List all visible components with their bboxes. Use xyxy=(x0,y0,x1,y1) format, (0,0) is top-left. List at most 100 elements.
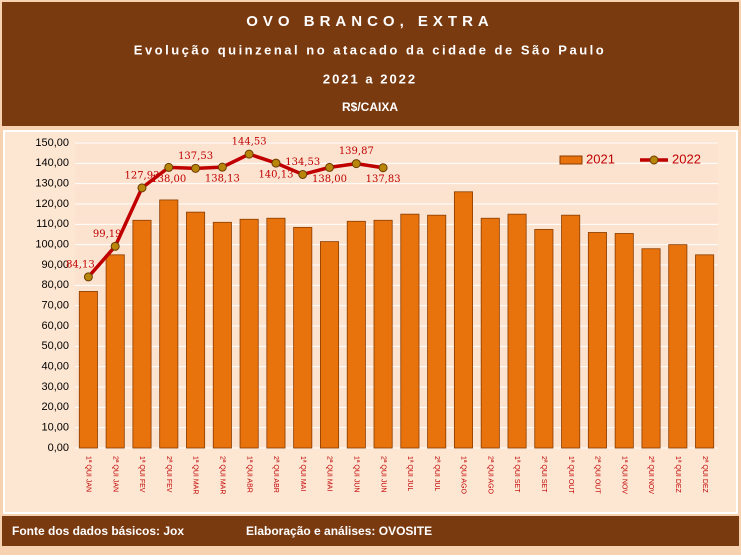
data-label: 144,53 xyxy=(232,137,267,148)
x-tick-label: 1ª QUI JUL xyxy=(406,456,413,491)
y-tick-label: 150,00 xyxy=(35,137,69,149)
y-tick-label: 100,00 xyxy=(35,239,69,251)
line-marker xyxy=(244,149,254,159)
bar xyxy=(132,219,152,449)
data-label: 140,13 xyxy=(258,170,293,181)
plot-area xyxy=(75,141,718,448)
data-label: 84,13 xyxy=(66,259,95,270)
bar xyxy=(695,254,715,449)
bar xyxy=(78,291,98,449)
bar xyxy=(293,226,313,449)
credits: Elaboração e análises: OVOSITE xyxy=(246,524,432,538)
bar xyxy=(453,191,473,449)
y-tick-label: 130,00 xyxy=(35,178,69,190)
data-label: 138,00 xyxy=(151,174,186,185)
x-tick-label: 2ª QUI NOV xyxy=(647,456,654,494)
x-tick-label: 1ª QUI FEV xyxy=(138,456,145,493)
header xyxy=(2,2,739,126)
line-marker xyxy=(164,162,174,172)
chart-subtitle: Evolução quinzenal no atacado da cidade … xyxy=(134,42,606,57)
data-label: 134,53 xyxy=(285,157,320,168)
y-tick-label: 110,00 xyxy=(36,218,69,230)
bar xyxy=(641,248,661,449)
data-label: 138,00 xyxy=(312,174,347,185)
line-marker xyxy=(83,272,93,282)
x-tick-label: 1ª QUI SET xyxy=(513,456,520,493)
x-tick-label: 2ª QUI FEV xyxy=(165,456,172,493)
period: 2021 a 2022 xyxy=(323,71,417,86)
source: Fonte dos dados básicos: Jox xyxy=(12,524,184,538)
x-tick-label: 2ª QUI JUN xyxy=(379,456,386,492)
data-label: 138,13 xyxy=(205,174,240,185)
line-marker xyxy=(298,169,308,179)
y-tick-label: 80,00 xyxy=(41,279,69,291)
x-tick-label: 2ª QUI SET xyxy=(540,456,547,493)
y-tick-label: 40,00 xyxy=(41,361,69,373)
bar xyxy=(105,254,125,449)
data-label: 127,93 xyxy=(124,170,159,181)
x-tick-label: 1ª QUI MAR xyxy=(192,456,199,494)
x-tick-label: 2ª QUI AGO xyxy=(486,456,493,495)
x-tick-label: 2ª QUI MAI xyxy=(326,456,333,491)
line xyxy=(87,152,384,279)
bar xyxy=(373,219,393,449)
legend-marker xyxy=(649,155,659,165)
y-tick-label: 50,00 xyxy=(41,340,69,352)
y-tick-label: 140,00 xyxy=(35,157,69,169)
line-marker xyxy=(110,241,120,251)
bar xyxy=(159,199,179,449)
y-tick-label: 30,00 xyxy=(41,381,69,393)
bar xyxy=(186,211,206,449)
x-tick-label: 1ª QUI MAI xyxy=(299,456,306,491)
line-marker xyxy=(137,183,147,193)
x-tick-label: 2ª QUI MAR xyxy=(219,456,226,494)
bar xyxy=(534,229,554,449)
data-label: 137,53 xyxy=(178,151,213,162)
x-tick-label: 2ª QUI ABR xyxy=(272,456,279,493)
bar xyxy=(212,221,232,449)
bar xyxy=(427,214,447,449)
x-tick-label: 2ª QUI JAN xyxy=(111,456,118,492)
x-tick-label: 1ª QUI ABR xyxy=(245,456,252,493)
bar xyxy=(346,220,366,449)
x-tick-label: 1ª QUI OUT xyxy=(567,456,574,494)
x-tick-label: 2ª QUI OUT xyxy=(594,456,601,494)
bar xyxy=(668,244,688,449)
bar xyxy=(266,217,286,449)
x-tick-label: 2ª QUI JUL xyxy=(433,456,440,491)
data-label: 137,83 xyxy=(366,174,401,185)
y-tick-label: 10,00 xyxy=(41,422,69,434)
bar xyxy=(239,218,259,449)
line-marker xyxy=(351,159,361,169)
line-marker xyxy=(378,163,388,173)
y-tick-label: 120,00 xyxy=(35,198,69,210)
y-tick-label: 60,00 xyxy=(41,320,69,332)
bar xyxy=(320,241,340,449)
bar xyxy=(561,214,581,449)
x-tick-label: 2ª QUI DEZ xyxy=(701,456,708,494)
x-tick-label: 1ª QUI JUN xyxy=(352,456,359,492)
line-marker xyxy=(191,163,201,173)
y-tick-label: 0,00 xyxy=(48,442,69,454)
y-tick-label: 90,00 xyxy=(41,259,69,271)
bar xyxy=(400,213,420,449)
y-tick-label: 70,00 xyxy=(41,300,69,312)
y-tick-label: 20,00 xyxy=(41,401,69,413)
x-tick-label: 1ª QUI NOV xyxy=(620,456,627,494)
chart-title: OVO BRANCO, EXTRA xyxy=(246,13,494,30)
x-tick-label: 1ª QUI DEZ xyxy=(674,456,681,494)
bar xyxy=(614,233,634,449)
data-label: 99,19 xyxy=(93,229,122,240)
unit: R$/CAIXA xyxy=(342,100,398,114)
legend-label: 2022 xyxy=(672,151,701,166)
legend-swatch xyxy=(559,155,583,165)
x-tick-label: 1ª QUI JAN xyxy=(85,456,92,492)
bar xyxy=(507,213,527,449)
data-label: 139,87 xyxy=(339,146,374,157)
footer xyxy=(2,516,739,546)
line-marker xyxy=(271,158,281,168)
legend-label: 2021 xyxy=(586,151,615,166)
line-marker xyxy=(325,162,335,172)
line-marker xyxy=(217,162,227,172)
